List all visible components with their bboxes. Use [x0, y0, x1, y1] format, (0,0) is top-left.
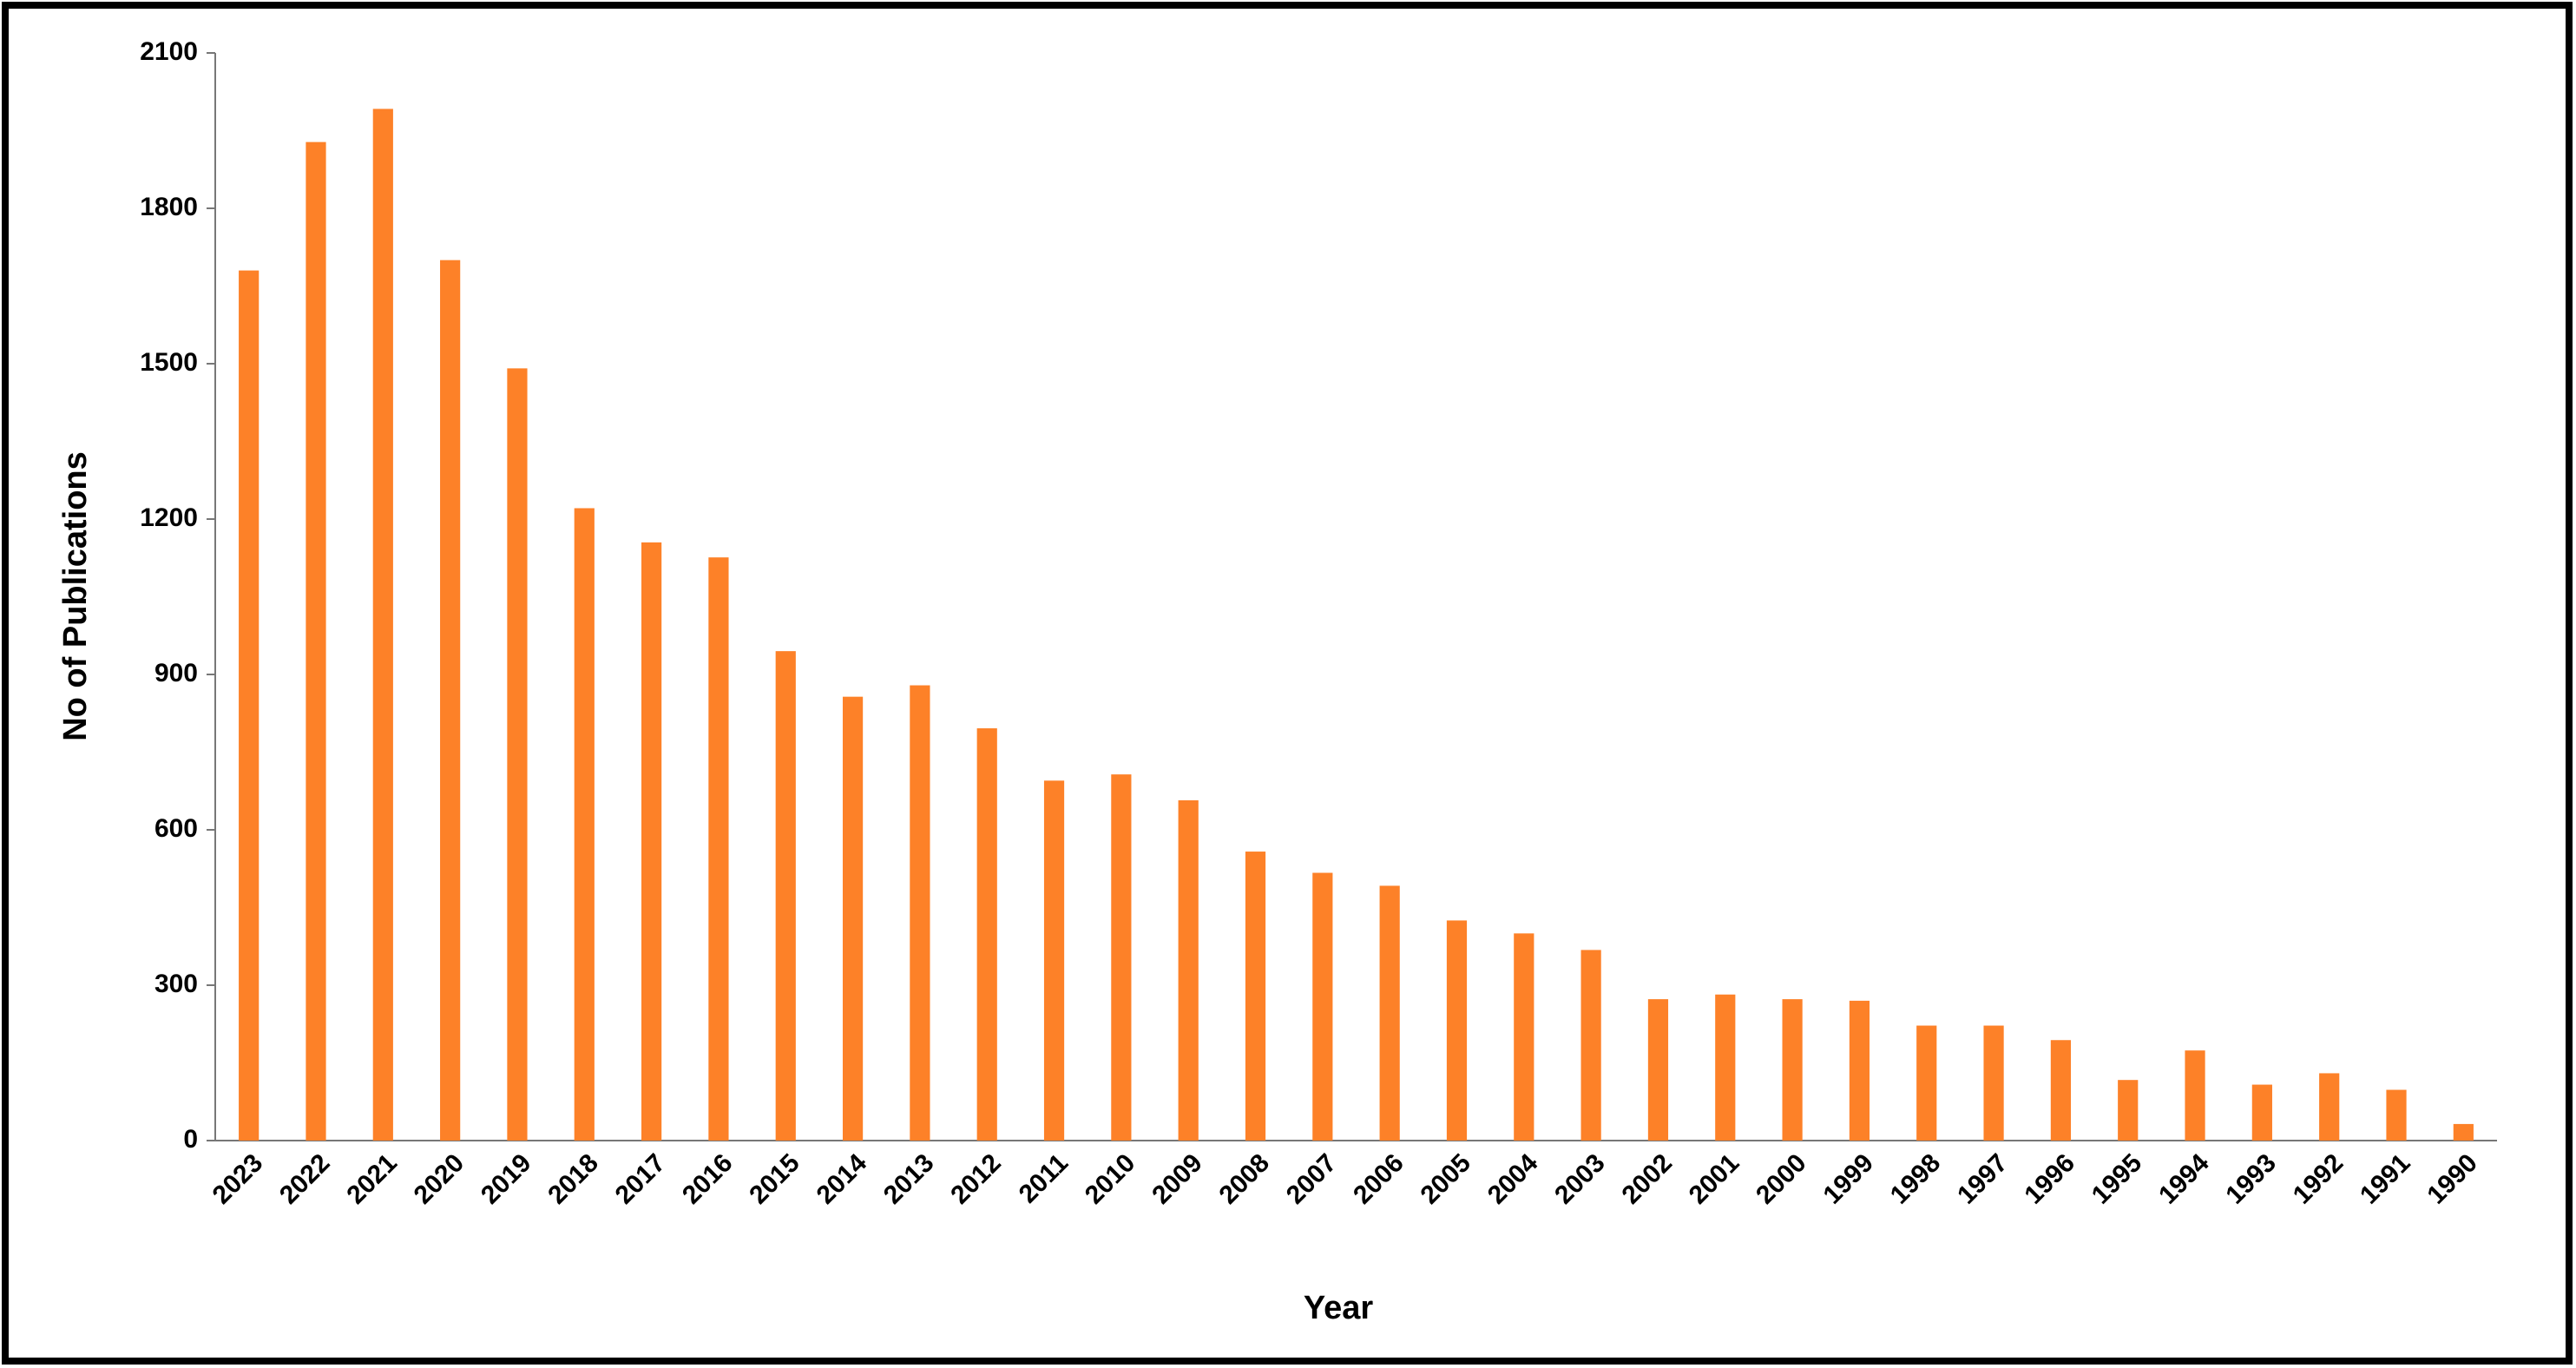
bar: [306, 141, 326, 1141]
bar: [440, 260, 461, 1141]
bar: [1849, 1000, 1870, 1141]
bar: [2251, 1084, 2272, 1141]
bar: [1580, 950, 1601, 1141]
bar: [1916, 1025, 1937, 1141]
y-tick-label: 0: [183, 1125, 198, 1154]
bar: [1111, 774, 1132, 1141]
bar: [708, 557, 729, 1141]
y-tick-label: 1800: [140, 193, 198, 221]
bar: [1446, 920, 1468, 1141]
y-tick-label: 600: [154, 814, 198, 843]
bar: [775, 651, 796, 1141]
bar: [1514, 933, 1534, 1141]
x-axis-title: Year: [1304, 1290, 1374, 1326]
y-tick-label: 1500: [140, 348, 198, 377]
bar: [910, 685, 930, 1141]
bar: [1647, 999, 1669, 1141]
y-tick-label: 300: [154, 970, 198, 998]
bar: [1715, 994, 1736, 1141]
bar: [2386, 1089, 2407, 1141]
y-tick-label: 900: [154, 659, 198, 687]
y-tick-label: 1200: [140, 503, 198, 532]
bar: [1312, 872, 1333, 1141]
bar: [1782, 999, 1803, 1141]
bar: [976, 728, 997, 1141]
bar: [1379, 885, 1400, 1141]
bar: [507, 368, 528, 1141]
y-tick-label: 2100: [140, 37, 198, 66]
bar: [2050, 1040, 2071, 1141]
bar: [1245, 852, 1266, 1141]
bar: [574, 508, 595, 1141]
bar: [1178, 799, 1199, 1141]
y-axis-title: No of Publications: [57, 451, 94, 741]
bar: [2185, 1050, 2205, 1141]
bar: [2319, 1073, 2340, 1141]
bar: [1983, 1025, 2004, 1141]
bar: [842, 696, 864, 1141]
bar: [1043, 780, 1065, 1141]
bar: [239, 270, 260, 1141]
bar: [2453, 1123, 2474, 1141]
bar: [641, 542, 662, 1141]
bar: [372, 109, 393, 1141]
bar: [2118, 1080, 2139, 1141]
